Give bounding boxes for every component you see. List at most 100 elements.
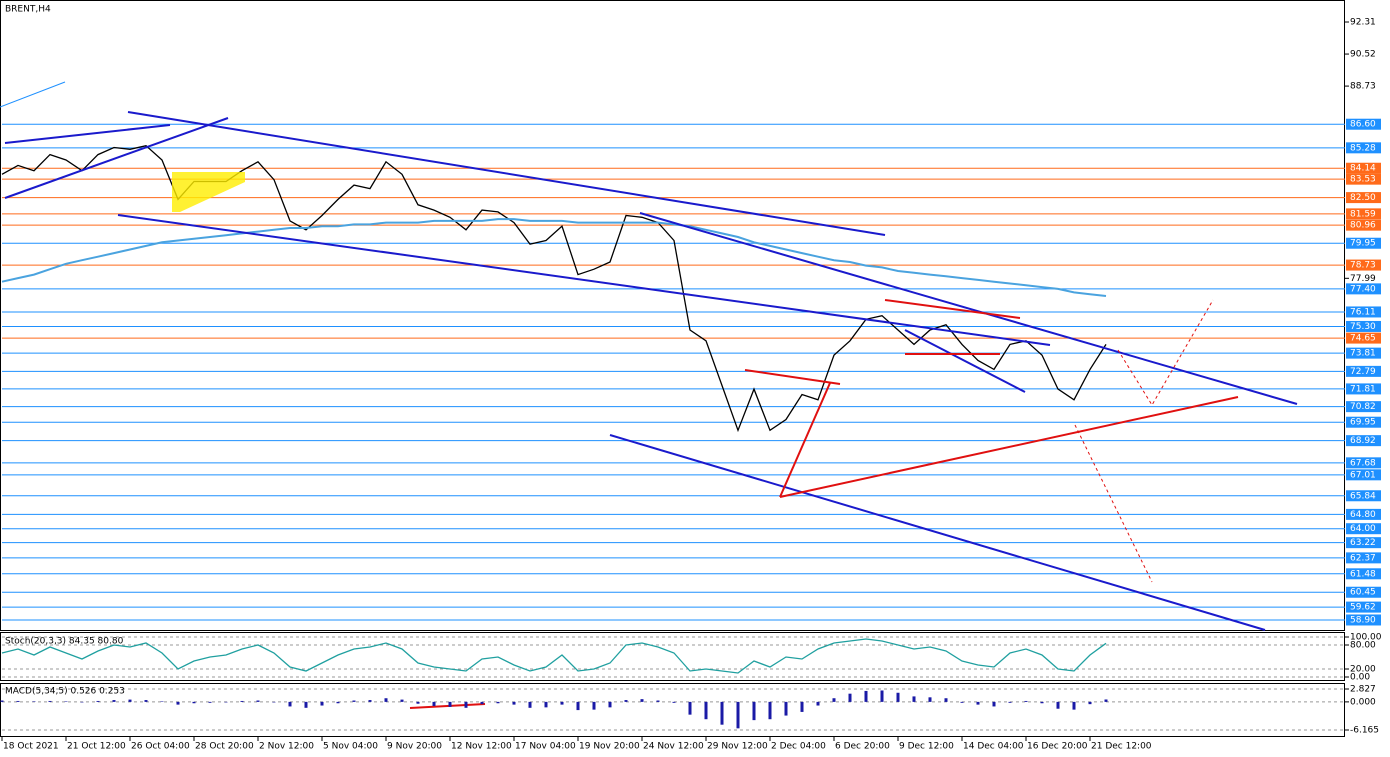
histogram-bar — [208, 701, 212, 703]
histogram-bar — [1056, 701, 1060, 709]
histogram-bar — [192, 701, 196, 704]
histogram-bar — [416, 701, 420, 704]
chart-title: BRENT,H4 — [5, 5, 51, 15]
stoch-frame — [0, 632, 1345, 681]
x-tick-label: 21 Dec 12:00 — [1091, 742, 1152, 752]
level-label: 82.50 — [1350, 193, 1376, 203]
trend-line — [609, 434, 1266, 631]
histogram-bar — [176, 701, 180, 705]
level-label-box — [1346, 173, 1381, 185]
level-label: 75.30 — [1350, 322, 1376, 332]
histogram-bar — [864, 690, 868, 702]
histogram-bar — [288, 701, 292, 707]
histogram-bar — [64, 701, 68, 702]
histogram-bar — [448, 701, 452, 707]
histogram-bar — [816, 701, 820, 706]
histogram-bar — [944, 698, 948, 702]
level-label: 86.60 — [1350, 120, 1376, 130]
level-label-box — [1346, 365, 1381, 377]
histogram-bar — [352, 700, 356, 702]
trend-line — [779, 396, 1239, 498]
level-label: 81.59 — [1350, 209, 1376, 219]
histogram-bar — [128, 699, 132, 702]
x-tick-label: 12 Nov 12:00 — [451, 742, 512, 752]
histogram-bar — [368, 700, 372, 702]
level-label-box — [1346, 259, 1381, 271]
histogram-bar — [592, 701, 596, 710]
level-label: 65.84 — [1350, 491, 1376, 501]
x-tick-label: 6 Dec 20:00 — [835, 742, 890, 752]
histogram-bar — [912, 696, 916, 702]
histogram-bar — [512, 701, 516, 705]
price-line — [1, 638, 1107, 674]
y-tick-label: -6.165 — [1350, 725, 1379, 735]
histogram-bar — [1040, 701, 1044, 704]
histogram-bar — [704, 701, 708, 720]
histogram-bar — [256, 700, 260, 702]
price-line — [1, 144, 1107, 433]
histogram-bar — [336, 701, 340, 704]
histogram-bar — [880, 690, 884, 702]
histogram-bar — [528, 701, 532, 708]
level-label-box — [1346, 435, 1381, 447]
histogram-bar — [1104, 699, 1108, 702]
trend-line — [4, 124, 171, 144]
level-label-box — [1346, 537, 1381, 549]
histogram-bar — [736, 701, 740, 729]
histogram-bar — [480, 701, 484, 705]
histogram-bar — [272, 701, 276, 703]
histogram-bar — [0, 700, 4, 702]
trend-line — [744, 369, 841, 385]
histogram-bar — [608, 701, 612, 708]
level-label: 61.48 — [1350, 569, 1376, 579]
level-label: 67.01 — [1350, 470, 1376, 480]
histogram-bar — [560, 701, 564, 705]
histogram-bar — [48, 700, 52, 702]
histogram-bar — [112, 700, 116, 702]
level-label-box — [1346, 383, 1381, 395]
histogram-bar — [800, 701, 804, 712]
level-label-box — [1346, 401, 1381, 413]
level-label: 59.62 — [1350, 603, 1376, 613]
histogram-bar — [160, 701, 164, 702]
level-label: 70.82 — [1350, 402, 1376, 412]
x-tick-label: 2 Nov 12:00 — [259, 742, 314, 752]
level-label: 62.37 — [1350, 553, 1376, 563]
level-label-box — [1346, 306, 1381, 318]
trend-line — [904, 329, 1026, 393]
histogram-bar — [576, 701, 580, 711]
level-label-box — [1346, 208, 1381, 220]
y-tick-label: 0.000 — [1350, 697, 1376, 707]
level-label: 67.68 — [1350, 458, 1376, 468]
histogram-bar — [672, 701, 676, 703]
histogram-bar — [656, 700, 660, 702]
level-label-box — [1346, 552, 1381, 564]
x-tick-label: 5 Nov 04:00 — [323, 742, 378, 752]
main-frame — [0, 0, 1345, 631]
trend-line — [117, 214, 1051, 346]
level-label: 64.00 — [1350, 524, 1376, 534]
histogram-bar — [544, 701, 548, 708]
histogram-bar — [224, 701, 228, 703]
level-label: 85.28 — [1350, 143, 1376, 153]
level-label: 74.65 — [1350, 334, 1376, 344]
x-tick-label: 9 Nov 20:00 — [387, 742, 442, 752]
histogram-bar — [96, 700, 100, 702]
level-label: 71.81 — [1350, 384, 1376, 394]
y-tick-label: 88.73 — [1350, 82, 1376, 92]
histogram-bar — [976, 701, 980, 705]
histogram-bar — [496, 701, 500, 704]
x-tick-label: 16 Dec 20:00 — [1027, 742, 1088, 752]
level-label: 63.22 — [1350, 538, 1376, 548]
level-label-box — [1346, 118, 1381, 130]
level-label: 73.81 — [1350, 349, 1376, 359]
level-label-box — [1346, 508, 1381, 520]
trend-line — [779, 382, 831, 498]
histogram-bar — [928, 697, 932, 702]
histogram-bar — [304, 701, 308, 708]
histogram-bar — [720, 701, 724, 725]
highlight-zone — [172, 172, 245, 212]
x-tick-label: 28 Oct 20:00 — [195, 742, 254, 752]
y-tick-label: 80.00 — [1350, 641, 1376, 651]
